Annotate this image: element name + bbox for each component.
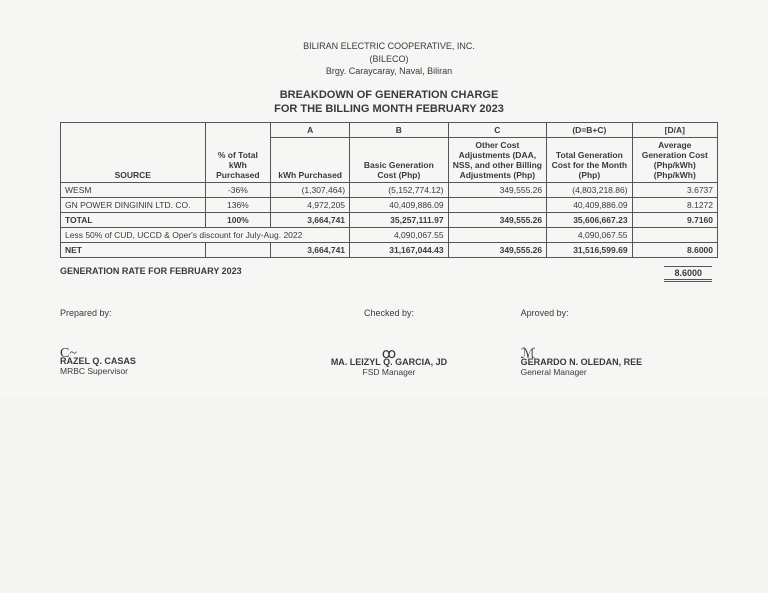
cell-b: 40,409,886.09 [350, 198, 449, 213]
sig-title: General Manager [521, 367, 718, 377]
signature-mark-icon: C~ [60, 346, 257, 362]
table-header-top: SOURCE % of Total kWh Purchased A B C (D… [61, 123, 718, 138]
row-net: NET 3,664,741 31,167,044.43 349,555.26 3… [61, 243, 718, 258]
cell-pct: 100% [205, 213, 271, 228]
signature-mark-icon: ℳ [521, 346, 718, 363]
col-b-top: B [350, 123, 449, 138]
sig-title: MRBC Supervisor [60, 366, 257, 376]
generation-charge-table: SOURCE % of Total kWh Purchased A B C (D… [60, 122, 718, 258]
rate-label: GENERATION RATE FOR FEBRUARY 2023 [60, 266, 242, 282]
cell-e [632, 228, 717, 243]
org-name: BILIRAN ELECTRIC COOPERATIVE, INC. [60, 40, 718, 53]
cell-source: GN POWER DINGININ LTD. CO. [61, 198, 206, 213]
col-b: Basic Generation Cost (Php) [350, 138, 449, 183]
cell-a: 3,664,741 [271, 213, 350, 228]
org-abbrev: (BILECO) [60, 53, 718, 66]
title-line-1: BREAKDOWN OF GENERATION CHARGE [60, 88, 718, 102]
sig-role: Prepared by: [60, 308, 257, 318]
org-header: BILIRAN ELECTRIC COOPERATIVE, INC. (BILE… [60, 40, 718, 78]
org-address: Brgy. Caraycaray, Naval, Biliran [60, 65, 718, 78]
col-e: Average Generation Cost (Php/kWh) (Php/k… [632, 138, 717, 183]
cell-a: (1,307,464) [271, 183, 350, 198]
col-pct: % of Total kWh Purchased [205, 123, 271, 183]
col-d: Total Generation Cost for the Month (Php… [547, 138, 632, 183]
document-page: BILIRAN ELECTRIC COOPERATIVE, INC. (BILE… [0, 0, 768, 397]
col-a-top: A [271, 123, 350, 138]
sig-approved: Aproved by: ℳ GERARDO N. OLEDAN, REE Gen… [521, 308, 718, 377]
cell-pct: -36% [205, 183, 271, 198]
cell-d: 40,409,886.09 [547, 198, 632, 213]
cell-b: 31,167,044.43 [350, 243, 449, 258]
row-total: TOTAL 100% 3,664,741 35,257,111.97 349,5… [61, 213, 718, 228]
cell-e: 8.6000 [632, 243, 717, 258]
cell-d: 35,606,667.23 [547, 213, 632, 228]
cell-c: 349,555.26 [448, 243, 547, 258]
cell-less-label: Less 50% of CUD, UCCD & Oper's discount … [61, 228, 350, 243]
cell-d: 4,090,067.55 [547, 228, 632, 243]
rate-value: 8.6000 [664, 266, 712, 282]
cell-source: WESM [61, 183, 206, 198]
title-block: BREAKDOWN OF GENERATION CHARGE FOR THE B… [60, 88, 718, 117]
cell-a: 4,972,205 [271, 198, 350, 213]
col-d-top: (D=B+C) [547, 123, 632, 138]
sig-prepared: Prepared by: C~ RAZEL Q. CASAS MRBC Supe… [60, 308, 257, 377]
generation-rate-row: GENERATION RATE FOR FEBRUARY 2023 8.6000 [60, 266, 718, 282]
cell-pct: 136% [205, 198, 271, 213]
cell-b: (5,152,774.12) [350, 183, 449, 198]
cell-c [448, 228, 547, 243]
row-gnp: GN POWER DINGININ LTD. CO. 136% 4,972,20… [61, 198, 718, 213]
cell-source: TOTAL [61, 213, 206, 228]
cell-e: 3.6737 [632, 183, 717, 198]
cell-d: 31,516,599.69 [547, 243, 632, 258]
cell-source: NET [61, 243, 206, 258]
sig-role: Aproved by: [521, 308, 718, 318]
cell-c [448, 198, 547, 213]
col-a: kWh Purchased [271, 138, 350, 183]
col-c: Other Cost Adjustments (DAA, NSS, and ot… [448, 138, 547, 183]
col-source: SOURCE [61, 123, 206, 183]
cell-b: 35,257,111.97 [350, 213, 449, 228]
sig-role: Checked by: [290, 308, 487, 318]
cell-c: 349,555.26 [448, 213, 547, 228]
sig-title: FSD Manager [290, 367, 487, 377]
sig-checked: Checked by: ꝏ MA. LEIZYL Q. GARCIA, JD F… [290, 308, 487, 377]
cell-d: (4,803,218.86) [547, 183, 632, 198]
row-less: Less 50% of CUD, UCCD & Oper's discount … [61, 228, 718, 243]
signature-mark-icon: ꝏ [290, 346, 487, 363]
cell-b: 4,090,067.55 [350, 228, 449, 243]
cell-e: 9.7160 [632, 213, 717, 228]
cell-e: 8.1272 [632, 198, 717, 213]
cell-a: 3,664,741 [271, 243, 350, 258]
signatures-block: Prepared by: C~ RAZEL Q. CASAS MRBC Supe… [60, 308, 718, 377]
cell-c: 349,555.26 [448, 183, 547, 198]
title-line-2: FOR THE BILLING MONTH FEBRUARY 2023 [60, 102, 718, 116]
col-e-top: [D/A] [632, 123, 717, 138]
col-c-top: C [448, 123, 547, 138]
row-wesm: WESM -36% (1,307,464) (5,152,774.12) 349… [61, 183, 718, 198]
cell-pct [205, 243, 271, 258]
